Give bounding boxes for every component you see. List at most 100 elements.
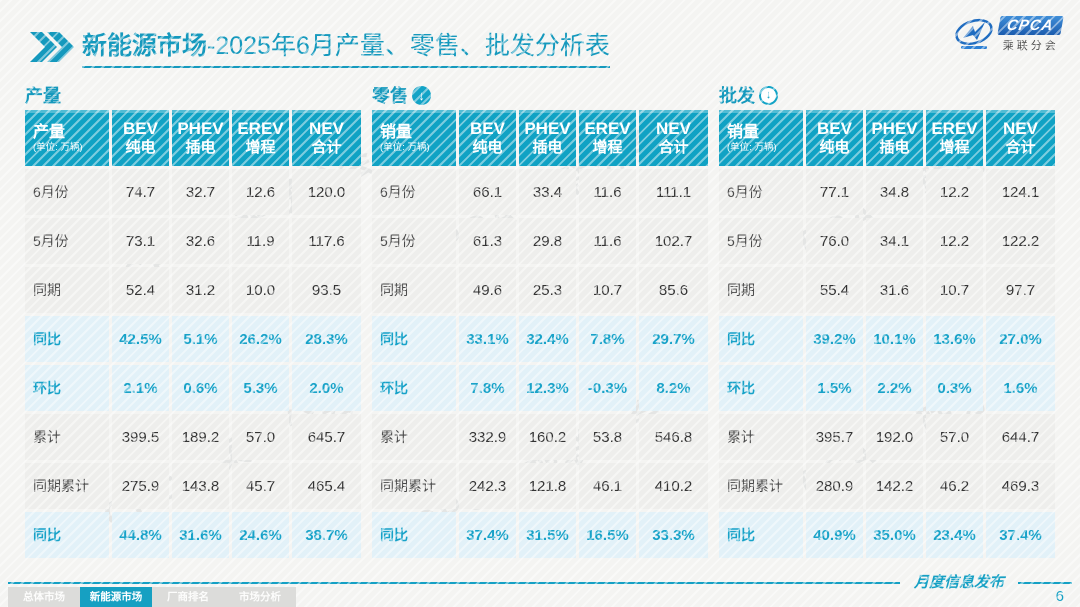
title-bar: 新能源市场-2025年6月产量、零售、批发分析表 (30, 26, 610, 68)
tab-active[interactable]: 新能源市场 (80, 587, 152, 607)
table-measure-label: 销量 (380, 123, 413, 141)
table-cell: 31.6 (866, 267, 923, 313)
section-label-2: 零售 ↓ (372, 82, 431, 108)
column-header: NEV 合计 (292, 110, 361, 166)
table-cell: 10.0 (232, 267, 289, 313)
footer-note: 月度信息发布 (899, 571, 1018, 592)
column-header-cn: 增程 (939, 139, 970, 157)
table-cell: 55.4 (806, 267, 863, 313)
table-cell: 5.1% (172, 316, 229, 362)
table-cell: 32.7 (172, 169, 229, 215)
table-cell: 93.5 (292, 267, 361, 313)
column-header: BEV 纯电 (806, 110, 863, 166)
tab-item[interactable]: 市场分析 (239, 591, 281, 603)
bottom-tab-strip: 总体市场 新能源市场 厂商排名 市场分析 (8, 587, 296, 607)
table-cell: 10.7 (579, 267, 636, 313)
column-header-cn: 增程 (245, 139, 276, 157)
table-cell: 32.6 (172, 218, 229, 264)
table-cell: 192.0 (866, 414, 923, 460)
row-label: 同比 (372, 316, 456, 362)
column-header-en: NEV (309, 118, 344, 138)
row-label: 环比 (25, 365, 109, 411)
section-title: 产量 (25, 86, 61, 106)
row-label: 同期累计 (25, 463, 109, 509)
data-table-2: 销量 (单位: 万辆) BEV 纯电 PHEV 插电 EREV 增程 NEV 合计 6月份 66.1 3… (372, 110, 708, 558)
table-cell: 12.2 (926, 169, 983, 215)
table-cell: 28.3% (292, 316, 361, 362)
table-cell: 12.3% (519, 365, 576, 411)
column-header: EREV 增程 (232, 110, 289, 166)
table-cell: 31.6% (172, 512, 229, 558)
table-cell: 11.9 (232, 218, 289, 264)
footer-rule (8, 582, 1072, 584)
row-label: 环比 (719, 365, 803, 411)
table-cell: 465.4 (292, 463, 361, 509)
table-cell: 45.7 (232, 463, 289, 509)
table-cell: 31.2 (172, 267, 229, 313)
cpca-logo: CPCA 乘联分会 (953, 16, 1064, 53)
table-cell: 77.1 (806, 169, 863, 215)
table-cell: 73.1 (112, 218, 169, 264)
table-cell: 143.8 (172, 463, 229, 509)
row-label: 同期累计 (372, 463, 456, 509)
row-label: 同比 (25, 316, 109, 362)
table-cell: 76.0 (806, 218, 863, 264)
table-cell: 29.8 (519, 218, 576, 264)
table-cell: 37.4% (459, 512, 516, 558)
table-cell: 11.6 (579, 169, 636, 215)
row-label: 5月份 (719, 218, 803, 264)
table-cell: 46.1 (579, 463, 636, 509)
column-header-en: PHEV (871, 118, 918, 138)
table-cell: 2.1% (112, 365, 169, 411)
table-cell: 57.0 (232, 414, 289, 460)
column-header-cn: 合计 (1005, 139, 1036, 157)
column-header: NEV 合计 (639, 110, 708, 166)
table-cell: 16.5% (579, 512, 636, 558)
page-number: 6 (1055, 588, 1064, 605)
table-cell: 189.2 (172, 414, 229, 460)
table-cell: 37.4% (986, 512, 1055, 558)
column-header: BEV 纯电 (459, 110, 516, 166)
table-cell: 645.7 (292, 414, 361, 460)
table-cell: 122.2 (986, 218, 1055, 264)
row-label: 同期累计 (719, 463, 803, 509)
row-label: 累计 (25, 414, 109, 460)
table-cell: 27.0% (986, 316, 1055, 362)
section-title: 批发 (719, 86, 755, 106)
section-label-3: 批发 ↓ (719, 82, 778, 108)
table-cell: 124.1 (986, 169, 1055, 215)
down-arrow-icon: ↓ (412, 85, 431, 105)
row-label: 环比 (372, 365, 456, 411)
table-cell: 33.3% (639, 512, 708, 558)
table-cell: 10.1% (866, 316, 923, 362)
table-cell: 111.1 (639, 169, 708, 215)
double-chevron-icon (30, 32, 74, 62)
tab-item[interactable]: 总体市场 (23, 591, 65, 603)
table-cell: 395.7 (806, 414, 863, 460)
table-cell: 280.9 (806, 463, 863, 509)
table-cell: 66.1 (459, 169, 516, 215)
row-label: 5月份 (372, 218, 456, 264)
tab-item[interactable]: 厂商排名 (167, 591, 209, 603)
table-cell: 120.0 (292, 169, 361, 215)
table-cell: 11.6 (579, 218, 636, 264)
table-unit-label: (单位: 万辆) (33, 141, 83, 153)
row-label: 同期 (372, 267, 456, 313)
table-cell: 1.5% (806, 365, 863, 411)
table-cell: 7.8% (459, 365, 516, 411)
table-cell: 1.6% (986, 365, 1055, 411)
row-label: 同比 (719, 316, 803, 362)
column-header-label: 销量 (单位: 万辆) (372, 110, 456, 166)
table-cell: 102.7 (639, 218, 708, 264)
row-label: 6月份 (372, 169, 456, 215)
table-cell: 7.8% (579, 316, 636, 362)
column-header-en: BEV (817, 118, 852, 138)
table-cell: 23.4% (926, 512, 983, 558)
table-cell: 2.0% (292, 365, 361, 411)
row-label: 6月份 (719, 169, 803, 215)
column-header-en: NEV (656, 118, 691, 138)
row-label: 同期 (25, 267, 109, 313)
table-cell: 2.2% (866, 365, 923, 411)
table-cell: 242.3 (459, 463, 516, 509)
page-title-rest: -2025年6月产量、零售、批发分析表 (207, 32, 610, 60)
